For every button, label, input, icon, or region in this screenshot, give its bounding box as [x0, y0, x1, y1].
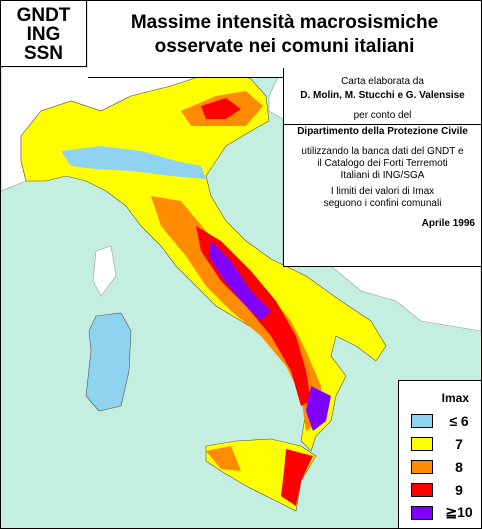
legend-label: ≤ 6	[449, 412, 469, 429]
po-valley-low	[61, 146, 206, 179]
legend-label: 8	[455, 458, 463, 475]
date: Aprile 1996	[421, 218, 475, 229]
title: osservate nei comuni italiani	[154, 36, 415, 57]
legend-item: 9	[411, 478, 481, 501]
legend-swatch	[411, 459, 433, 474]
sicily-east	[281, 449, 313, 506]
source: utilizzando la banca dati del GNDT e	[301, 146, 464, 157]
legend-label: 7	[455, 435, 463, 452]
calabria-top	[306, 386, 331, 431]
agency: GNDT	[16, 5, 71, 26]
info-box: Carta elaborata da D. Molin, M. Stucchi …	[283, 68, 481, 267]
source: Italiani di ING/SGA	[340, 170, 425, 181]
legend-title: Imax	[441, 391, 469, 405]
sicily-west	[206, 446, 241, 471]
title: Massime intensità macrosismiche	[130, 12, 439, 33]
legend-item: 7	[411, 432, 481, 455]
apennines-top	[209, 241, 271, 321]
legend: Imax ≤ 6 7 8 9 ≧10	[398, 380, 481, 528]
credit: Carta elaborata da	[341, 76, 424, 87]
agency-box: GNDT ING SSN	[1, 1, 87, 67]
agency: ING	[26, 24, 61, 45]
source: il Catalogo dei Forti Terremoti	[317, 158, 448, 169]
note: I limiti dei valori di Imax	[330, 186, 435, 197]
authors: D. Molin, M. Stucchi e G. Valensise	[300, 90, 465, 101]
department: Dipartimento della Protezione Civile	[284, 124, 481, 138]
note: seguono i confini comunali	[323, 198, 442, 209]
credit: per conto del	[353, 110, 412, 121]
sardinia	[85, 312, 132, 412]
legend-swatch	[411, 482, 433, 497]
legend-swatch	[411, 436, 433, 451]
legend-item: ≧10	[411, 501, 481, 524]
title-box: Massime intensità macrosismiche osservat…	[88, 1, 481, 78]
alps-max	[201, 98, 241, 119]
legend-item: 8	[411, 455, 481, 478]
legend-item: ≤ 6	[411, 409, 481, 432]
legend-label: ≧10	[445, 504, 473, 520]
apennines-high	[151, 196, 321, 431]
legend-swatch	[411, 505, 433, 520]
agency: SSN	[23, 43, 64, 64]
corsica	[92, 245, 117, 297]
legend-swatch	[411, 413, 433, 428]
legend-label: 9	[455, 481, 463, 498]
